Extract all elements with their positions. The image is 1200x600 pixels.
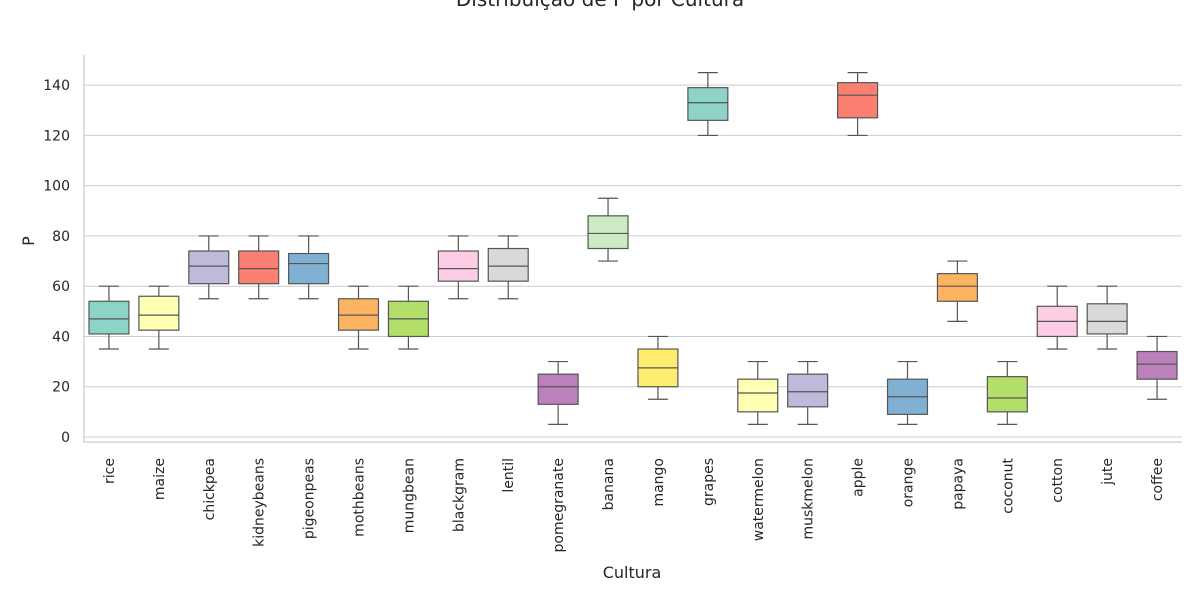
y-tick-label: 120 — [43, 128, 70, 144]
box-apple — [837, 71, 879, 137]
box-coffee — [1136, 335, 1178, 400]
box-orange — [886, 360, 929, 426]
box-iqr — [837, 82, 879, 119]
box-iqr — [238, 250, 280, 285]
box-jute — [1086, 285, 1128, 350]
box-cotton — [1036, 285, 1078, 350]
box-iqr — [88, 300, 130, 335]
x-tick-label: mungbean — [401, 458, 417, 533]
box-maize — [138, 285, 180, 350]
boxes-group — [88, 71, 1178, 426]
x-tick-label: blackgram — [451, 458, 467, 532]
x-tick-labels: rice maize chickpea kidneybeans pigeonpeas mo… — [102, 457, 1166, 552]
box-iqr — [138, 295, 180, 331]
box-iqr — [437, 250, 479, 282]
y-tick-label: 100 — [43, 179, 70, 195]
y-tick-labels: 0 20 40 60 80 100 120 140 — [43, 78, 70, 446]
box-kidneybeans — [238, 235, 280, 300]
chart-title: Distribuição de P por Cultura — [456, 0, 744, 11]
x-tick-label: banana — [601, 458, 617, 510]
box-muskmelon — [787, 360, 829, 426]
x-tick-label: mothbeans — [352, 458, 368, 537]
x-tick-label: kidneybeans — [252, 458, 268, 547]
x-tick-label: watermelon — [751, 458, 767, 541]
x-tick-label: jute — [1100, 458, 1116, 486]
box-mothbeans — [337, 285, 380, 350]
y-tick-label: 60 — [52, 279, 70, 295]
box-iqr — [1086, 303, 1128, 335]
box-watermelon — [737, 360, 779, 426]
x-tick-label: pigeonpeas — [302, 458, 318, 539]
x-tick-label: grapes — [701, 458, 717, 506]
box-iqr — [288, 252, 330, 285]
box-lentil — [487, 235, 529, 300]
box-iqr — [936, 273, 978, 302]
x-tick-label: lentil — [501, 458, 517, 493]
y-tick-label: 20 — [52, 380, 70, 396]
box-iqr — [487, 247, 529, 282]
x-tick-label: coconut — [1000, 457, 1016, 513]
box-rice — [88, 285, 130, 350]
y-tick-label: 80 — [52, 229, 70, 245]
y-tick-label: 140 — [43, 78, 70, 94]
box-grapes — [687, 71, 729, 137]
x-tick-label: papaya — [950, 458, 966, 510]
box-iqr — [1136, 350, 1178, 380]
box-chickpea — [188, 235, 230, 300]
x-tick-label: maize — [152, 458, 168, 500]
x-tick-label: cotton — [1050, 458, 1066, 503]
axes — [83, 55, 1182, 443]
x-tick-label: rice — [102, 458, 118, 484]
x-tick-label: pomegranate — [551, 458, 567, 552]
x-tick-label: mango — [651, 458, 667, 507]
box-iqr — [587, 215, 629, 250]
box-banana — [587, 197, 629, 262]
box-iqr — [986, 376, 1028, 413]
box-papaya — [936, 260, 978, 322]
x-tick-label: orange — [901, 458, 917, 507]
box-pomegranate — [537, 360, 579, 426]
x-tick-label: apple — [851, 458, 867, 497]
box-pigeonpeas — [288, 235, 330, 300]
box-mango — [637, 335, 679, 400]
box-iqr — [188, 250, 230, 285]
x-axis-label: Cultura — [603, 563, 662, 582]
box-coconut — [986, 360, 1028, 426]
box-iqr — [737, 378, 779, 413]
x-tick-label: chickpea — [202, 458, 218, 520]
x-tick-label: coffee — [1150, 458, 1166, 501]
box-iqr — [787, 373, 829, 408]
box-blackgram — [437, 235, 479, 300]
box-iqr — [687, 87, 729, 121]
y-axis-label: P — [19, 236, 38, 246]
y-tick-label: 40 — [52, 329, 70, 345]
y-tick-label: 0 — [61, 430, 70, 446]
box-iqr — [537, 373, 579, 405]
box-mungbean — [387, 285, 429, 350]
box-iqr — [337, 298, 380, 331]
x-tick-label: muskmelon — [801, 458, 817, 540]
